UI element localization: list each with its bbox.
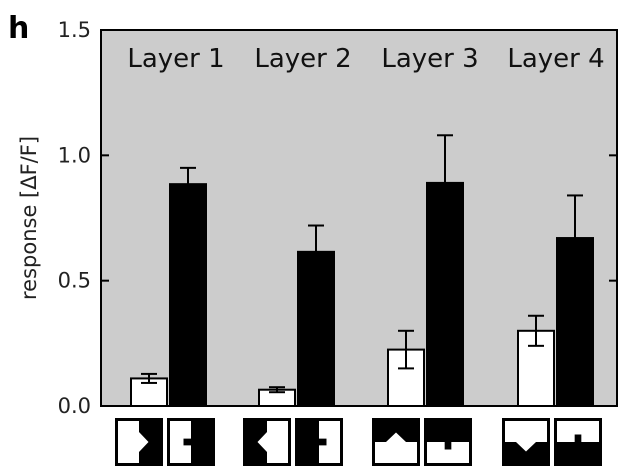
icon-half (170, 421, 191, 463)
layer-label: Layer 4 (507, 44, 604, 74)
icon-arrow (438, 432, 458, 450)
layer-label: Layer 2 (254, 44, 351, 74)
icon-arrow (131, 432, 149, 452)
arrow-up-icon (372, 418, 420, 466)
icon-half (427, 442, 469, 463)
layer-label: Layer 3 (381, 44, 478, 74)
layer-labels: Layer 1 Layer 2 Layer 3 Layer 4 (127, 44, 604, 74)
arrow-left-icon (295, 418, 343, 466)
stimulus-icons (115, 418, 602, 466)
layer-label: Layer 1 (127, 44, 224, 74)
arrow-right-icon (115, 418, 163, 466)
icon-arrow (309, 432, 327, 452)
error-bars (141, 134, 583, 394)
icon-half (319, 421, 340, 463)
y-tick-label: 1.5 (58, 18, 91, 42)
arrow-down-icon (502, 418, 550, 466)
panel-letter: h (8, 11, 29, 46)
y-tick-label: 0.5 (58, 269, 91, 293)
y-tick-label: 1.0 (58, 143, 91, 167)
error-bar (437, 134, 453, 231)
icon-arrow (516, 434, 536, 452)
y-axis: 0.0 0.5 1.0 1.5 (58, 18, 617, 418)
error-bar (308, 224, 324, 279)
error-bar (180, 166, 196, 201)
error-bar (141, 372, 157, 384)
arrow-left-icon (243, 418, 291, 466)
error-bar (269, 386, 285, 394)
arrow-down-icon (554, 418, 602, 466)
error-bar (398, 329, 414, 370)
icon-arrow (386, 432, 406, 450)
y-axis-label: response [ΔF/F] (17, 136, 41, 300)
arrow-right-icon (167, 418, 215, 466)
icon-arrow (183, 432, 201, 452)
bar (169, 183, 207, 407)
error-bar (567, 194, 583, 281)
plot-frame (100, 29, 618, 407)
icon-arrow (568, 434, 588, 452)
icon-arrow (257, 432, 275, 452)
y-tick-label: 0.0 (58, 394, 91, 418)
error-bar (528, 314, 544, 347)
icon-half (557, 421, 599, 442)
arrow-up-icon (424, 418, 472, 466)
